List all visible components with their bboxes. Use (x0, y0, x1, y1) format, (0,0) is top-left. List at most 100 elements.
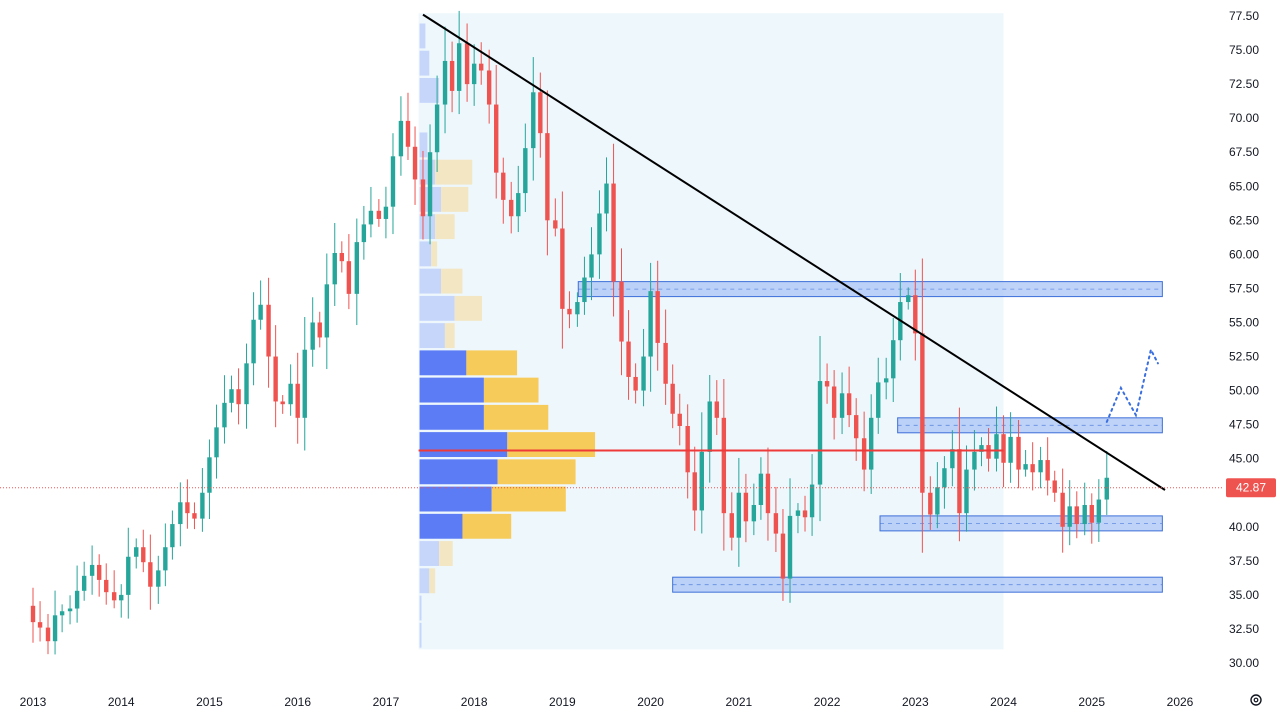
candle-body (964, 469, 969, 514)
candle-body (692, 472, 697, 511)
volume-profile-row-up (419, 241, 432, 267)
candle-body (809, 484, 815, 518)
candle-body (751, 504, 757, 522)
candle-body (280, 401, 285, 405)
volume-profile-row-up (419, 350, 467, 376)
candle-body (670, 383, 675, 414)
price-tick-label: 45.00 (1229, 452, 1259, 466)
candle-body (611, 183, 616, 282)
candle-body (420, 179, 426, 217)
settings-icon-center (1253, 697, 1259, 703)
candle-body (178, 502, 183, 525)
time-axis[interactable]: 2013 2014 2015 2016 2017 2018 2019 2020 2021 2022… (20, 695, 1194, 709)
volume-profile-row-up (419, 541, 440, 566)
candle-body (1023, 464, 1028, 470)
candle-body (89, 564, 95, 576)
candle-body (1089, 504, 1094, 523)
time-tick-label: 2021 (725, 695, 752, 709)
candle-body (795, 510, 801, 516)
candle-body (141, 547, 146, 563)
candle-body (405, 120, 411, 147)
candle-body (802, 510, 808, 518)
candle-body (1052, 480, 1057, 493)
volume-profile-row-down (497, 459, 576, 485)
volume-profile-row-up (419, 323, 445, 349)
price-tick-label: 62.50 (1229, 213, 1259, 227)
time-tick-label: 2014 (108, 695, 135, 709)
candle-body (258, 304, 263, 320)
price-tick-label: 60.00 (1229, 247, 1259, 261)
candle-body (883, 378, 889, 383)
candle-body (288, 383, 293, 405)
candle-body (74, 590, 80, 609)
volume-profile-row-down (439, 541, 453, 566)
settings-icon[interactable] (1250, 694, 1262, 706)
time-tick-label: 2022 (814, 695, 841, 709)
candle-body (1074, 506, 1079, 525)
candle-body (412, 146, 418, 180)
support-resistance-zones[interactable] (577, 281, 1163, 593)
candle-body (817, 381, 823, 485)
candle-body (979, 445, 984, 452)
last-price-badge-bg (1226, 478, 1276, 498)
volume-profile-row-down (466, 350, 518, 376)
price-axis[interactable]: 30.0032.5035.0037.5040.0042.5045.0047.50… (1229, 9, 1259, 670)
candle-body (207, 457, 212, 493)
candle-body (244, 363, 249, 405)
candle-body (222, 402, 227, 428)
candle-body (302, 349, 307, 418)
candle-body (148, 562, 153, 587)
volume-profile-row-down (435, 159, 473, 185)
candle-body (626, 341, 631, 377)
candle-body (553, 220, 558, 229)
candlestick-series (30, 10, 1109, 655)
candle-body (96, 564, 102, 580)
candle-body (619, 281, 624, 342)
candle-body (52, 615, 58, 642)
candle-body (1038, 460, 1043, 473)
candle-body (876, 382, 881, 418)
trendline-layer[interactable] (422, 13, 1166, 491)
candle-body (589, 254, 594, 278)
volume-profile-row-up (419, 214, 436, 240)
price-tick-label: 67.50 (1229, 145, 1259, 159)
candle-body (758, 473, 764, 505)
candle-body (1067, 506, 1072, 527)
volume-profile-range (418, 13, 1004, 650)
candle-body (920, 333, 925, 493)
candle-body (1008, 436, 1013, 463)
candle-body (729, 513, 734, 538)
candle-body (332, 253, 337, 285)
trendline[interactable] (422, 13, 1166, 491)
candle-body (427, 152, 433, 217)
time-tick-label: 2026 (1167, 695, 1194, 709)
volume-profile-row-up (419, 513, 463, 539)
projection-path-layer (1105, 346, 1159, 423)
candle-body (111, 592, 117, 601)
candle-body (170, 524, 175, 548)
volume-profile-row-down (444, 323, 455, 349)
candle-body (346, 261, 352, 294)
volume-profile-row-down (483, 404, 549, 430)
volume-profile-row-down (454, 295, 482, 321)
candle-body (30, 605, 36, 623)
candle-body (1030, 464, 1035, 473)
last-price-badge: 42.87 (1226, 478, 1276, 498)
volume-profile-row-up (419, 77, 440, 103)
price-tick-label: 57.50 (1229, 281, 1259, 295)
candle-body (780, 533, 786, 579)
candle-body (494, 104, 499, 173)
time-tick-label: 2015 (196, 695, 223, 709)
last-price-badge-text: 42.87 (1236, 481, 1266, 495)
time-tick-label: 2024 (990, 695, 1017, 709)
candle-body (736, 492, 742, 538)
candle-body (266, 304, 271, 357)
candle-body (824, 381, 830, 387)
candle-body (707, 401, 712, 452)
candle-body (361, 224, 367, 243)
candle-body (839, 393, 845, 418)
candle-body (324, 284, 330, 338)
candle-body (942, 468, 947, 488)
candle-body (641, 356, 646, 391)
